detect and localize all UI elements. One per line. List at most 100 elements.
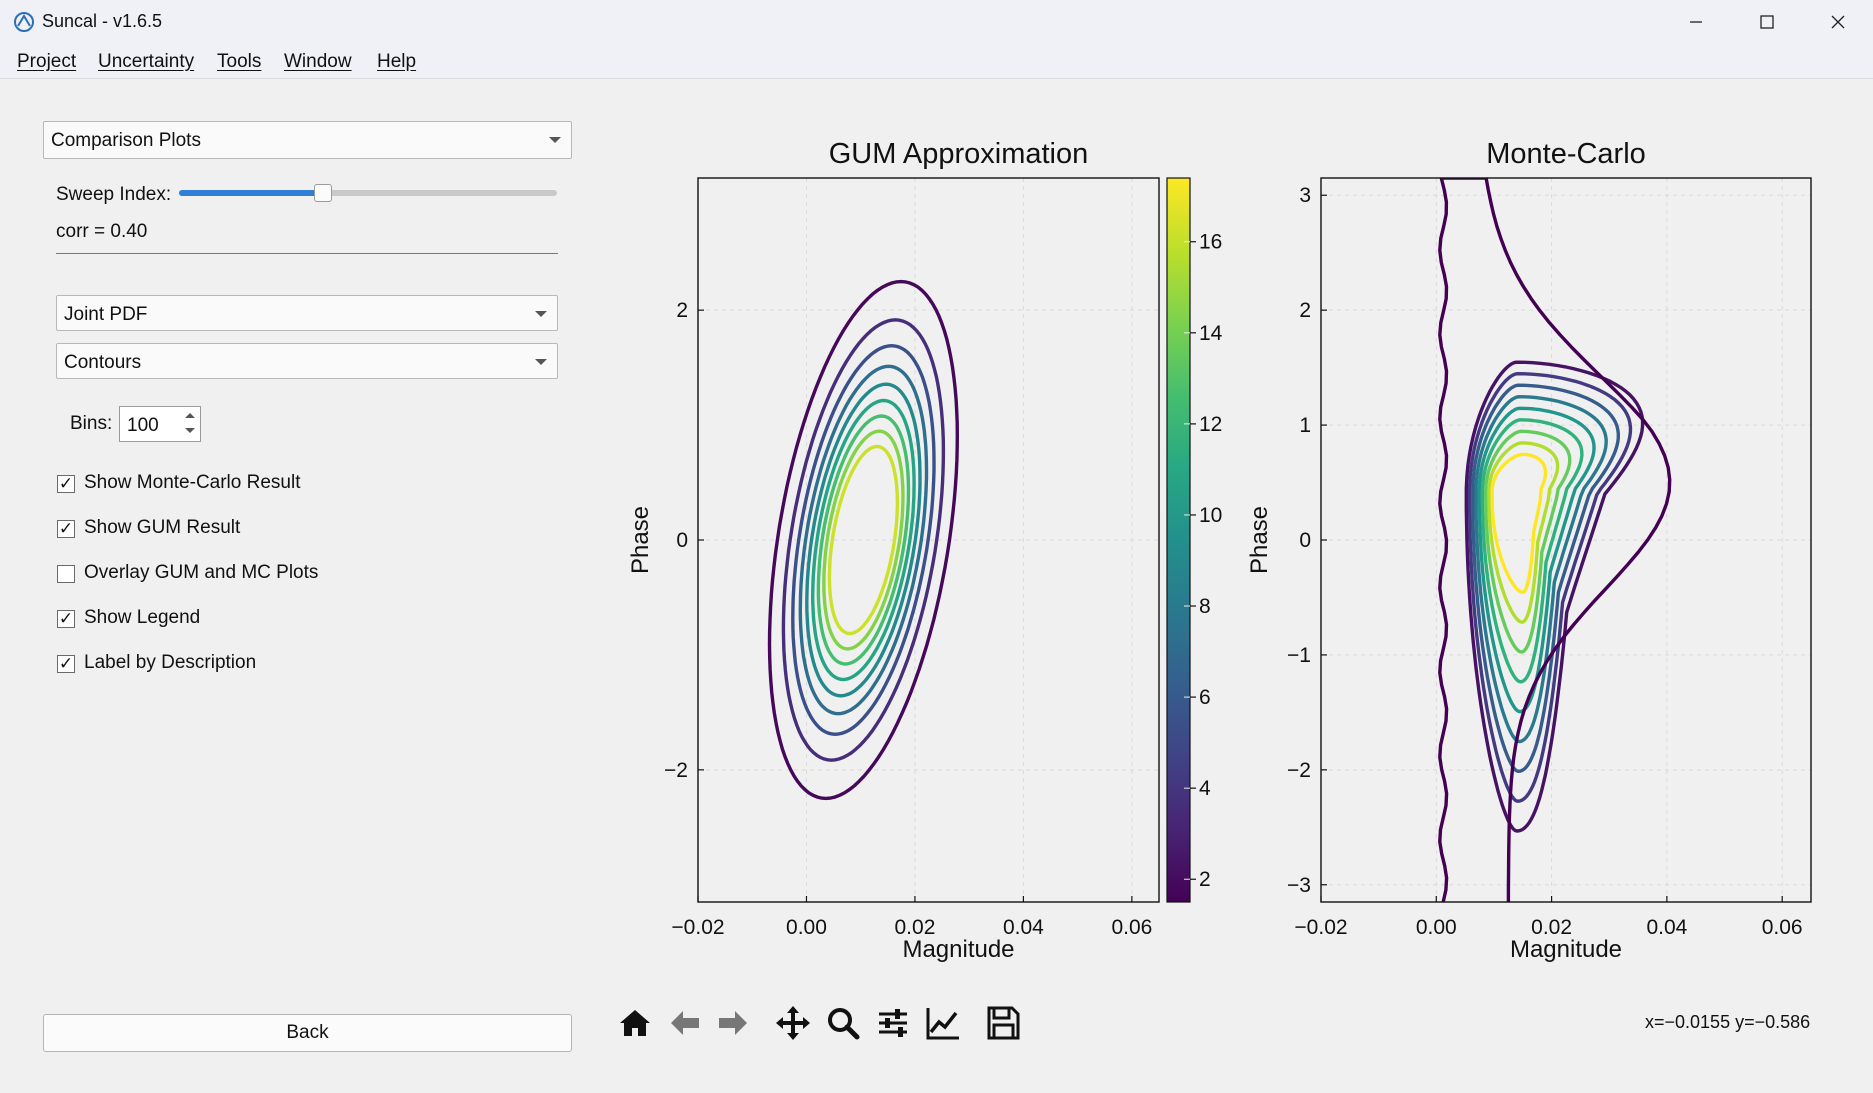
sweep-index-slider[interactable] (179, 190, 557, 196)
option-label: Overlay GUM and MC Plots (84, 562, 319, 583)
contour-line (1480, 418, 1584, 684)
option-label: Show Legend (84, 607, 201, 628)
contour-group (1438, 178, 1672, 902)
contour-line (798, 364, 929, 716)
checkbox-label-by-description[interactable]: ✓ (57, 654, 75, 673)
colorbar-tick-label: 10 (1199, 504, 1222, 527)
checkbox-show-gum[interactable]: ✓ (57, 519, 75, 538)
contour-group (767, 279, 960, 801)
colorbar-tick-label: 12 (1199, 413, 1222, 436)
configure-subplots-icon[interactable] (873, 1003, 913, 1043)
contour-line (781, 318, 946, 762)
x-tick-label: 0.06 (1111, 916, 1152, 939)
plot-type-value: Joint PDF (64, 304, 148, 325)
app-logo-icon (14, 12, 34, 32)
x-tick-label: 0.02 (895, 916, 936, 939)
minimize-button[interactable] (1668, 4, 1724, 40)
checkbox-overlay-plots[interactable] (57, 565, 75, 583)
x-tick-label: 0.02 (1531, 916, 1572, 939)
close-button[interactable] (1810, 4, 1866, 40)
bins-label: Bins: (70, 413, 113, 434)
option-label: Show GUM Result (84, 517, 241, 538)
y-tick-label: −2 (1287, 759, 1311, 782)
maximize-button[interactable] (1739, 4, 1795, 40)
axes-frame (697, 177, 1160, 903)
y-tick-label: 2 (676, 299, 688, 322)
minimize-icon (1690, 21, 1702, 23)
title-bar: Suncal - v1.6.5 (0, 0, 1873, 44)
colorbar-tick-label: 6 (1199, 686, 1211, 709)
option-label: Label by Description (84, 652, 257, 673)
contour-line (1467, 372, 1633, 803)
comparison-plot-canvas[interactable]: −0.02 0.00 0.02 0.04 0.06 −2 0 2 GUM Approximati… (0, 0, 1873, 1000)
close-icon (1831, 15, 1845, 29)
menu-window[interactable]: Window (284, 51, 352, 72)
bins-spinbox[interactable]: 100 (119, 406, 201, 442)
contour-line (810, 398, 916, 682)
colorbar-tick-label: 4 (1199, 777, 1211, 800)
y-tick-label: −2 (664, 759, 688, 782)
save-icon[interactable] (983, 1003, 1023, 1043)
back-arrow-icon[interactable] (665, 1003, 705, 1043)
y-tick-label: 2 (1299, 299, 1311, 322)
contour-line (822, 429, 905, 651)
plot-style-select[interactable]: Contours (56, 343, 558, 379)
checkbox-show-monte-carlo[interactable]: ✓ (57, 474, 75, 493)
x-tick-label: −0.02 (1294, 916, 1347, 939)
colorbar-tick-label: 16 (1199, 231, 1222, 254)
colorbar-tick-label: 14 (1199, 322, 1223, 345)
x-axis-label: Magnitude (1510, 936, 1622, 963)
contour-line (1487, 441, 1560, 624)
chevron-down-icon (535, 311, 547, 317)
y-tick-label: 3 (1299, 184, 1311, 207)
axes-frame (1320, 177, 1812, 903)
x-axis-label: Magnitude (902, 936, 1014, 963)
menu-bar: Project Uncertainty Tools Window Help (0, 44, 1873, 79)
menu-tools[interactable]: Tools (217, 51, 262, 72)
plot-style-value: Contours (64, 352, 142, 373)
y-tick-label: −1 (1287, 644, 1311, 667)
x-tick-label: −0.02 (671, 916, 724, 939)
y-axis-label: Phase (627, 506, 654, 574)
sweep-slider-fill (179, 190, 323, 196)
forward-arrow-icon[interactable] (713, 1003, 753, 1043)
y-axis-label: Phase (1246, 506, 1273, 574)
view-select-value: Comparison Plots (51, 130, 201, 151)
y-tick-label: 1 (1299, 414, 1311, 437)
contour-line (1471, 383, 1620, 773)
chevron-down-icon (549, 137, 561, 143)
contour-line (767, 279, 960, 801)
checkbox-show-legend[interactable]: ✓ (57, 609, 75, 628)
spin-down-icon[interactable] (180, 424, 200, 441)
x-tick-label: 0.04 (1003, 916, 1044, 939)
pan-icon[interactable] (773, 1003, 813, 1043)
plot-type-select[interactable]: Joint PDF (56, 295, 558, 331)
contour-line (827, 444, 900, 636)
back-button[interactable]: Back (43, 1014, 572, 1052)
contour-line (1474, 395, 1608, 744)
cursor-coordinates: x=−0.0155 y=−0.586 (1645, 1012, 1811, 1032)
contour-line (1490, 452, 1548, 594)
view-select[interactable]: Comparison Plots (43, 121, 572, 159)
edit-axis-icon[interactable] (923, 1003, 963, 1043)
spin-up-icon[interactable] (180, 407, 200, 424)
chevron-down-icon (535, 359, 547, 365)
y-tick-label: 0 (1299, 529, 1311, 552)
zoom-icon[interactable] (823, 1003, 863, 1043)
y-tick-label: −3 (1287, 874, 1311, 897)
sweep-slider-handle[interactable] (313, 184, 332, 202)
x-tick-label: 0.06 (1762, 916, 1803, 939)
menu-project[interactable]: Project (17, 51, 77, 72)
colorbar-tick-label: 8 (1199, 595, 1211, 618)
chart-title: Monte-Carlo (1486, 138, 1646, 170)
menu-help[interactable]: Help (377, 51, 417, 72)
x-tick-label: 0.04 (1646, 916, 1687, 939)
contour-line (791, 343, 936, 737)
colorbar (1166, 177, 1191, 903)
divider (56, 253, 558, 254)
home-icon[interactable] (615, 1003, 655, 1043)
maximize-icon (1760, 15, 1774, 29)
menu-uncertainty[interactable]: Uncertainty (98, 51, 195, 72)
x-tick-label: 0.00 (786, 916, 827, 939)
option-label: Show Monte-Carlo Result (84, 472, 301, 493)
